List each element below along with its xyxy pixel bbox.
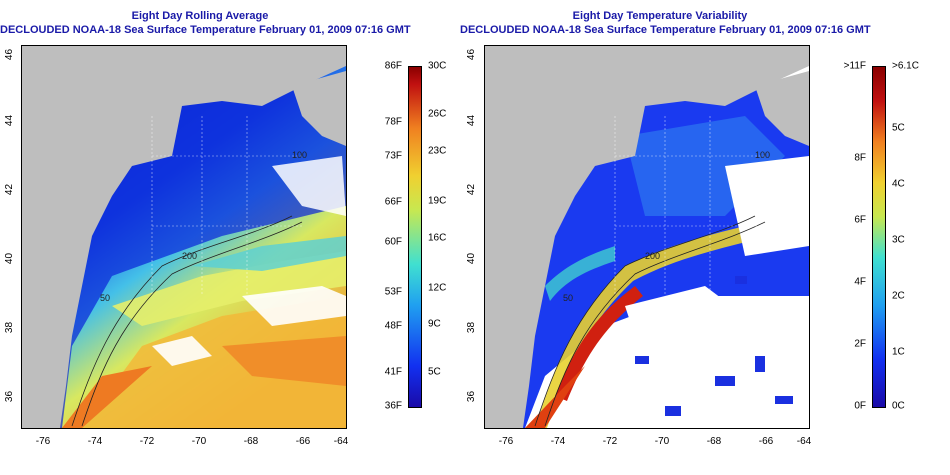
lat-tick-label: 46 (4, 48, 16, 61)
colorbar-label: 9C (428, 318, 441, 330)
lat-tick-label: 38 (466, 321, 478, 334)
lat-tick-label: 36 (4, 390, 16, 403)
colorbar-label: 23C (428, 145, 447, 157)
lon-tick-label: -70 (191, 436, 207, 447)
colorbar-label: >11F (843, 60, 866, 72)
colorbar-label: 16C (428, 232, 447, 244)
colorbar-label: 36F (384, 400, 402, 412)
lon-tick-label: -64 (796, 436, 812, 447)
contour-label: 50 (563, 293, 573, 303)
right-colorbar-c-labels: >6.1C 5C 4C 3C 2C 1C 0C (892, 61, 950, 412)
contour-label: 200 (182, 251, 197, 261)
right-lon-axis: -76 -74 -72 -70 -68 -66 -64 (484, 436, 812, 450)
colorbar-label: 2F (854, 338, 866, 350)
lat-tick-label: 46 (466, 48, 478, 61)
colorbar-label: 4C (892, 178, 905, 190)
lat-tick-label: 40 (466, 252, 478, 265)
lon-tick-label: -70 (654, 436, 670, 447)
right-title-line1: Eight Day Temperature Variability (572, 10, 748, 22)
colorbar-label: 41F (384, 366, 402, 378)
lat-tick-label: 36 (466, 390, 478, 403)
lon-tick-label: -74 (87, 436, 103, 447)
colorbar-label: 53F (384, 286, 402, 298)
contour-label: 200 (645, 251, 660, 261)
lon-tick-label: -66 (295, 436, 311, 447)
lat-tick-label: 44 (466, 114, 478, 127)
colorbar-label: 30C (428, 60, 447, 72)
colorbar-label: 78F (384, 116, 402, 128)
lon-tick-label: -64 (333, 436, 349, 447)
colorbar-label: 8F (854, 152, 866, 164)
right-colorbar-f-labels: >11F 8F 6F 4F 2F 0F (836, 61, 866, 412)
lon-tick-label: -76 (498, 436, 514, 447)
lon-tick-label: -76 (35, 436, 51, 447)
lat-tick-label: 38 (4, 321, 16, 334)
right-lat-axis: 46 44 42 40 38 36 (466, 45, 480, 427)
lon-tick-label: -68 (243, 436, 259, 447)
lat-tick-label: 44 (4, 114, 16, 127)
colorbar-label: 4F (854, 276, 866, 288)
left-sst-map: 100 200 50 (21, 45, 347, 429)
lon-tick-label: -72 (139, 436, 155, 447)
colorbar-label: 0C (892, 400, 905, 412)
colorbar-label: 48F (384, 320, 402, 332)
left-lat-axis: 46 44 42 40 38 36 (4, 45, 18, 427)
left-title-line1: Eight Day Rolling Average (131, 10, 269, 22)
colorbar-label: 66F (384, 196, 402, 208)
colorbar-label: 2C (892, 290, 905, 302)
left-colorbar-c-labels: 30C 26C 23C 19C 16C 12C 9C 5C (428, 61, 458, 406)
colorbar-label: 3C (892, 234, 905, 246)
lat-tick-label: 42 (466, 183, 478, 196)
colorbar-label: 6F (854, 214, 866, 226)
colorbar-label: 0F (854, 400, 866, 412)
colorbar-label: 12C (428, 282, 447, 294)
colorbar-label: 5C (428, 366, 441, 378)
left-colorbar (408, 66, 422, 408)
lat-tick-label: 42 (4, 183, 16, 196)
lat-tick-label: 40 (4, 252, 16, 265)
left-lon-axis: -76 -74 -72 -70 -68 -66 -64 (21, 436, 349, 450)
lon-tick-label: -66 (758, 436, 774, 447)
colorbar-label: 60F (384, 236, 402, 248)
colorbar-label: 5C (892, 122, 905, 134)
colorbar-label: 26C (428, 108, 447, 120)
left-colorbar-f-labels: 86F 78F 73F 66F 60F 53F 48F 41F 36F (372, 61, 402, 412)
right-colorbar (872, 66, 886, 408)
lon-tick-label: -74 (550, 436, 566, 447)
left-title-line2: DECLOUDED NOAA-18 Sea Surface Temperatur… (0, 24, 411, 36)
colorbar-label: 1C (892, 346, 905, 358)
lon-tick-label: -72 (602, 436, 618, 447)
colorbar-label: >6.1C (892, 60, 919, 72)
right-title-line2: DECLOUDED NOAA-18 Sea Surface Temperatur… (460, 24, 871, 36)
contour-label: 100 (292, 150, 307, 160)
colorbar-label: 86F (384, 60, 402, 72)
lon-tick-label: -68 (706, 436, 722, 447)
contour-label: 100 (755, 150, 770, 160)
right-variability-map: 100 200 50 (484, 45, 810, 429)
colorbar-label: 73F (384, 150, 402, 162)
colorbar-label: 19C (428, 195, 447, 207)
contour-label: 50 (100, 293, 110, 303)
